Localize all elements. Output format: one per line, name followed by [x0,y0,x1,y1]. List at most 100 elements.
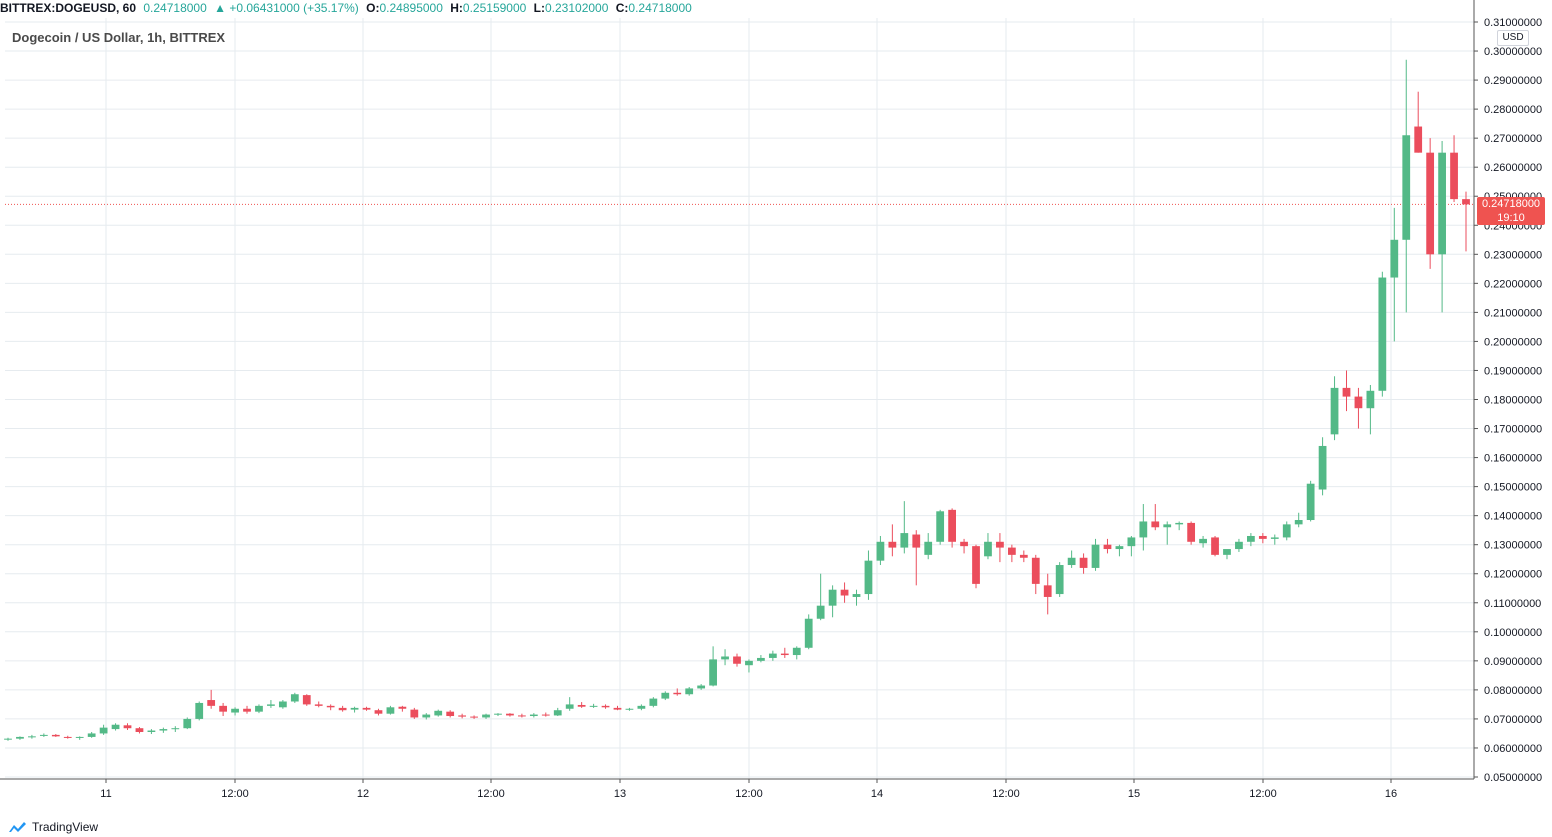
candle-body [816,605,825,619]
candle-body [1342,387,1351,397]
last-price-tag: 0.24718000 19:10 [1477,197,1545,225]
candle-body [302,695,311,705]
candle-body [1414,126,1423,153]
candle-body [458,715,467,717]
candle-body [1079,557,1088,568]
candle-body [757,657,765,661]
candle-body [518,715,526,717]
candle-body [924,541,933,555]
candle-body [1007,547,1016,555]
up-arrow-icon: ▲ [214,1,227,15]
x-tick-label: 14 [871,788,883,800]
x-tick-label: 12:00 [992,788,1020,800]
symbol-label[interactable]: BITTREX:DOGEUSD, 60 [0,1,137,15]
tradingview-logo[interactable]: TradingView [6,818,98,836]
candle-body [398,706,407,709]
x-tick-label: 13 [614,788,626,800]
candle-body [267,704,275,706]
candle-body [1187,522,1196,542]
candle-body [1330,387,1339,435]
y-tick-label: 0.15000000 [1484,482,1542,494]
candle-body [948,509,956,542]
y-tick-label: 0.11000000 [1484,598,1541,610]
candle-body [864,560,873,595]
candle-body [1043,585,1052,597]
candle-body [1450,152,1458,200]
candle-body [123,725,132,729]
low-label: L: [533,1,545,15]
x-tick-label: 11 [100,788,111,800]
candle-body [171,728,180,730]
last-price-tag-value: 0.24718000 [1481,198,1541,210]
candle-body [63,736,72,738]
symbol-header: BITTREX:DOGEUSD, 60 0.24718000 ▲ +0.0643… [0,0,1470,16]
candle-body [1426,152,1435,255]
candle-body [16,736,24,739]
candle-body [780,653,789,656]
y-tick-label: 0.09000000 [1484,656,1542,668]
candle-body [207,700,216,706]
x-tick-label: 12:00 [221,788,249,800]
y-tick-label: 0.26000000 [1484,162,1542,174]
open-value: 0.24895000 [379,1,443,15]
candle-body [326,705,335,708]
candle-body [649,698,658,706]
currency-badge[interactable]: USD [1497,30,1529,46]
chart-title: Dogecoin / US Dollar, 1h, BITTREX [12,30,226,45]
candle-body [410,709,419,718]
y-tick-label: 0.17000000 [1484,424,1542,436]
candle-body [231,708,239,713]
candle-body [135,728,144,732]
candle-body [828,589,837,606]
candle-body [960,541,968,547]
candle-body [1270,537,1279,539]
candle-body [1306,483,1315,521]
y-tick-label: 0.22000000 [1484,278,1542,290]
candle-body [374,710,383,714]
candle-body [4,738,12,740]
open-label: O: [366,1,380,15]
candle-body [147,730,156,732]
candle-body [386,707,395,714]
candle-body [1282,524,1291,538]
y-tick-label: 0.06000000 [1484,743,1542,755]
candle-body [589,705,598,707]
candle-body [290,694,299,702]
candle-body [721,656,729,660]
high-label: H: [450,1,463,15]
candle-body [28,736,36,738]
high-value: 0.25159000 [462,1,527,15]
y-tick-label: 0.21000000 [1484,307,1542,319]
candle-body [1462,199,1470,205]
y-tick-label: 0.31000000 [1484,17,1542,29]
candle-body [243,708,251,712]
y-tick-label: 0.28000000 [1484,104,1542,116]
candle-body [422,714,431,718]
candle-body [470,716,478,718]
candle-body [804,618,813,648]
candle-body [637,705,646,709]
y-tick-label: 0.12000000 [1484,569,1542,581]
x-tick-label: 12 [357,788,369,800]
candle-body [529,714,538,717]
last-price: 0.24718000 [143,1,207,15]
x-tick-label: 15 [1128,788,1140,800]
y-tick-label: 0.18000000 [1484,395,1542,407]
countdown-timer: 19:10 [1497,212,1525,224]
candle-body [1402,135,1411,240]
candle-body [195,702,204,719]
candle-body [255,705,263,712]
candle-body [39,734,48,736]
close-value: 0.24718000 [628,1,692,15]
candle-body [1103,544,1112,550]
candle-body [99,727,108,734]
candle-body [1031,557,1040,584]
candle-body [876,541,885,561]
candle-body [1199,538,1207,544]
candle-body [1294,520,1303,525]
candle-body [506,713,514,716]
tradingview-brand: TradingView [32,820,99,834]
candle-body [87,733,96,737]
x-tick-label: 12:00 [735,788,763,800]
